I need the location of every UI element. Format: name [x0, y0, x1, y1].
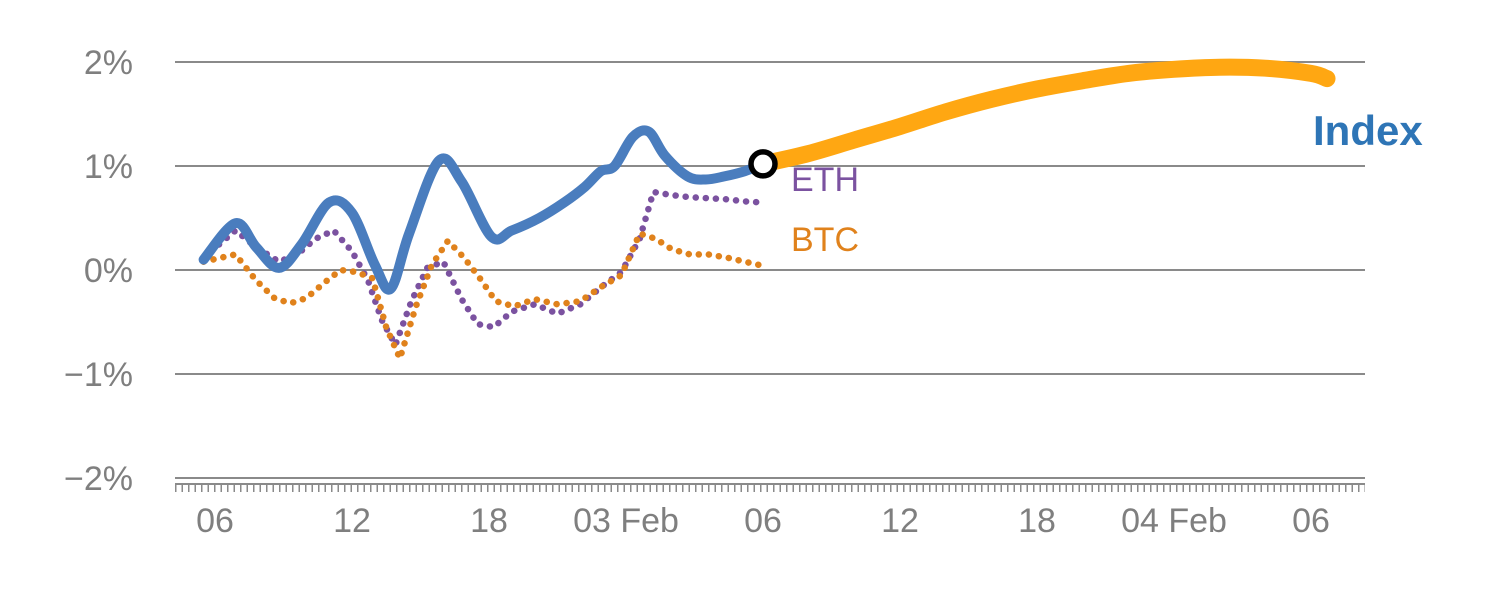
index-history-line [198, 125, 768, 295]
forecast-start-marker [748, 149, 778, 179]
x-axis-label: 18 [1018, 502, 1056, 540]
x-axis-label: 03 Feb [573, 502, 679, 540]
index-forecast-line [754, 58, 1336, 173]
y-axis-label: −2% [64, 460, 133, 498]
x-axis-label: 12 [333, 502, 371, 540]
x-axis-label: 12 [881, 502, 919, 540]
x-axis-label: 06 [1292, 502, 1330, 540]
y-axis-label: 0% [84, 252, 133, 290]
x-axis-label: 04 Feb [1121, 502, 1227, 540]
x-axis-label: 18 [470, 502, 508, 540]
eth-line [200, 188, 764, 349]
series-label-index: Index [1313, 107, 1423, 154]
series-label-btc: BTC [791, 221, 859, 259]
y-axis-label: 1% [84, 148, 133, 186]
y-axis-label: 2% [84, 44, 133, 82]
y-axis-label: −1% [64, 356, 133, 394]
x-axis-label: 06 [196, 502, 234, 540]
btc-line [200, 230, 762, 362]
x-axis-label: 06 [744, 502, 782, 540]
series-label-eth: ETH [791, 161, 859, 199]
